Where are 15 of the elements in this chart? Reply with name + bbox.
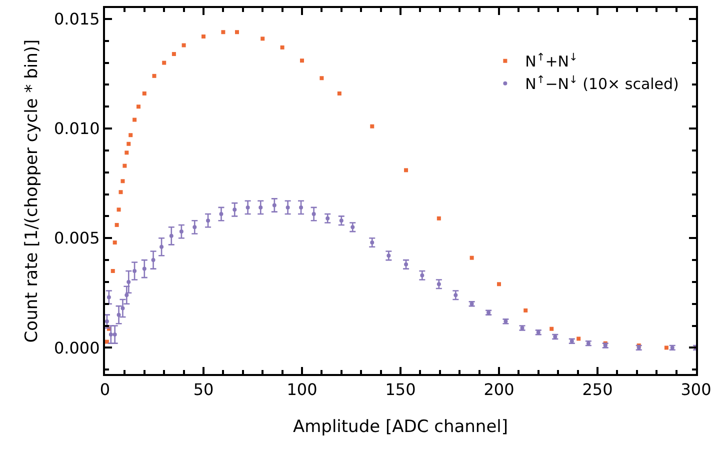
x-tick-label: 200 bbox=[484, 380, 514, 400]
x-tick-label: 150 bbox=[385, 380, 416, 400]
y-tick-label: 0.005 bbox=[54, 228, 100, 248]
x-tick-label: 0 bbox=[100, 380, 110, 400]
legend-label: N$^{↑}$+N$^{↓}$ bbox=[525, 51, 578, 71]
x-tick-label: 100 bbox=[286, 380, 318, 400]
y-tick-label: 0.010 bbox=[54, 119, 100, 138]
x-axis-title: Amplitude [ADC channel] bbox=[292, 417, 508, 438]
x-tick-label: 300 bbox=[680, 380, 712, 400]
y-axis-title: Count rate [1/(chopper cycle * bin)] bbox=[22, 39, 42, 343]
x-tick-label: 250 bbox=[582, 380, 613, 400]
y-tick-label: 0.000 bbox=[54, 338, 100, 358]
legend-label: N$^{↑}$−N$^{↓}$ (10× scaled) bbox=[525, 74, 679, 94]
y-tick-label: 0.015 bbox=[54, 10, 100, 29]
x-tick-label: 50 bbox=[193, 380, 214, 400]
